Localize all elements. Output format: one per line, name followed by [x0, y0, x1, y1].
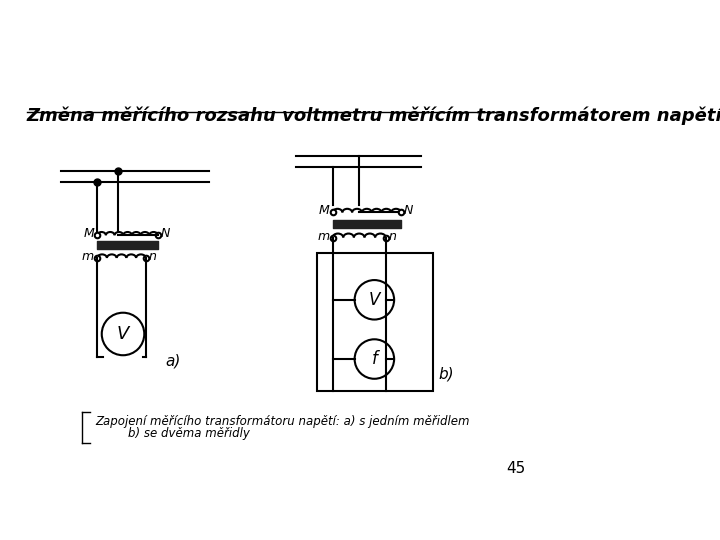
- Text: b) se dvěma měřidly: b) se dvěma měřidly: [127, 427, 249, 440]
- Text: a): a): [166, 353, 181, 368]
- Text: f: f: [372, 350, 377, 368]
- Text: M: M: [319, 205, 330, 218]
- Text: M: M: [84, 227, 94, 240]
- Text: b): b): [439, 367, 454, 382]
- Text: m: m: [318, 230, 330, 242]
- Text: V: V: [117, 325, 129, 343]
- Text: n: n: [149, 250, 157, 263]
- Text: n: n: [389, 230, 397, 242]
- Text: m: m: [82, 250, 94, 263]
- Text: Změna měřícího rozsahu voltmetru měřícím transformátorem napětí.: Změna měřícího rozsahu voltmetru měřícím…: [27, 106, 720, 125]
- Text: N: N: [161, 227, 171, 240]
- Text: Zapojení měřícího transformátoru napětí: a) s jedním měřidlem: Zapojení měřícího transformátoru napětí:…: [95, 415, 469, 428]
- Text: 45: 45: [506, 461, 526, 476]
- Bar: [318, 253, 433, 391]
- Text: N: N: [404, 205, 413, 218]
- Text: V: V: [369, 291, 380, 309]
